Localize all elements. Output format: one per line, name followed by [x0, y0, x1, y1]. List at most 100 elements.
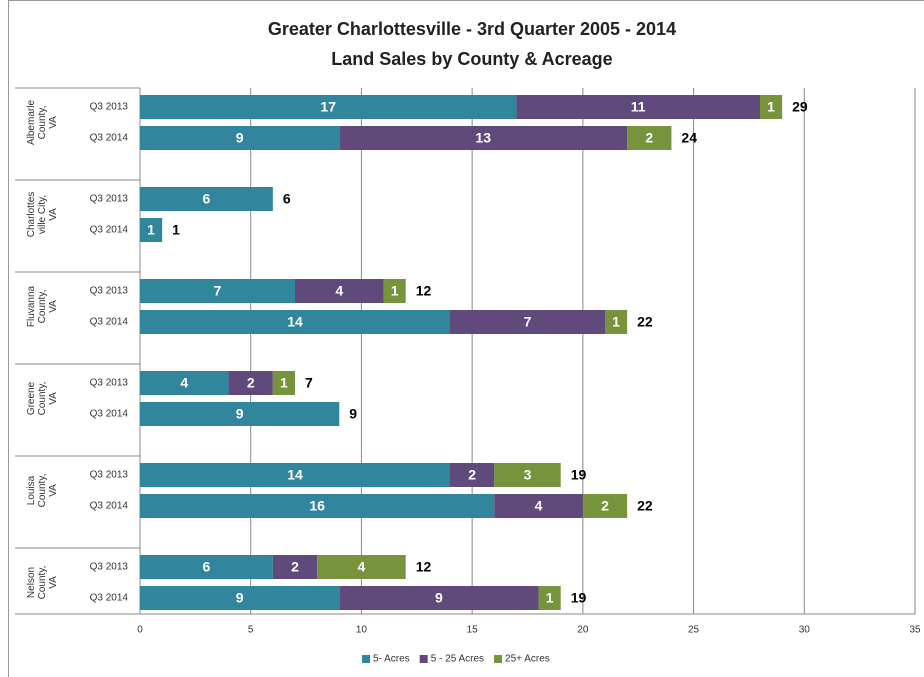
bar-segment	[383, 279, 406, 303]
total-label: 6	[283, 191, 291, 207]
data-label: 7	[524, 314, 532, 330]
total-label: 9	[349, 406, 357, 422]
y-tick-label: Q3 2014	[90, 593, 129, 604]
group-label-line: County,	[37, 566, 48, 600]
bar-segment	[582, 494, 628, 518]
data-label: 3	[524, 467, 532, 483]
bar-segment	[140, 95, 517, 119]
data-label: 4	[358, 559, 366, 575]
bar-segment	[339, 126, 628, 150]
y-tick-label: Q3 2014	[90, 409, 129, 420]
group-label: GreeneCounty,VA	[26, 381, 59, 415]
group-label: Charlottesville City,VA	[26, 192, 59, 238]
bar-segment	[538, 586, 561, 610]
group-label-line: Albemarle	[26, 100, 37, 145]
y-tick-label: Q3 2013	[90, 102, 129, 113]
bar-segment	[516, 95, 760, 119]
bar-segment	[140, 463, 450, 487]
bar-segment	[140, 371, 229, 395]
bar-segment	[140, 218, 163, 242]
data-label: 9	[435, 590, 443, 606]
data-label: 2	[468, 467, 476, 483]
bar-segment	[140, 279, 295, 303]
data-label: 1	[391, 283, 399, 299]
group-label: NelsonCounty,VA	[26, 566, 59, 600]
total-label: 24	[681, 130, 697, 146]
y-tick-label: Q3 2014	[90, 225, 129, 236]
bar-segment	[140, 586, 340, 610]
data-label: 2	[247, 375, 255, 391]
legend-label: 25+ Acres	[505, 654, 550, 665]
bar-segment	[339, 586, 539, 610]
data-label: 9	[236, 130, 244, 146]
group-label-line: Charlottes	[26, 192, 37, 238]
x-tick-label: 0	[137, 625, 143, 636]
group-label-line: ville City,	[37, 195, 48, 234]
bar-segment	[140, 187, 273, 211]
legend-label: 5- Acres	[373, 654, 410, 665]
bar-segment	[140, 494, 495, 518]
x-tick-label: 5	[248, 625, 254, 636]
y-tick-label: Q3 2013	[90, 562, 129, 573]
total-label: 7	[305, 375, 313, 391]
bar-segment	[494, 494, 583, 518]
data-label: 2	[601, 498, 609, 514]
group-label-line: VA	[48, 116, 59, 129]
data-label: 1	[546, 590, 554, 606]
total-label: 19	[571, 590, 587, 606]
y-tick-label: Q3 2013	[90, 470, 129, 481]
data-label: 6	[203, 191, 211, 207]
legend-swatch	[419, 655, 428, 663]
total-label: 29	[792, 99, 808, 115]
legend-swatch	[362, 655, 370, 663]
group-label-line: County,	[37, 474, 48, 508]
bar-segment	[140, 555, 273, 579]
x-tick-label: 30	[799, 625, 811, 636]
bar-segment	[760, 95, 783, 119]
group-label-line: County,	[37, 290, 48, 324]
bar-segment	[228, 371, 273, 395]
total-label: 22	[637, 498, 653, 514]
total-label: 12	[416, 283, 432, 299]
bar-segment	[295, 279, 384, 303]
group-label: AlbemarleCounty,VA	[26, 100, 59, 145]
y-tick-label: Q3 2013	[90, 194, 129, 205]
bar-segment	[140, 402, 340, 426]
bar-segment	[272, 371, 295, 395]
group-label-line: Fluvanna	[26, 285, 37, 327]
total-label: 22	[637, 314, 653, 330]
data-label: 4	[335, 283, 343, 299]
y-tick-label: Q3 2013	[90, 286, 129, 297]
group-label-line: County,	[37, 106, 48, 140]
data-label: 14	[287, 314, 303, 330]
data-label: 11	[631, 99, 646, 115]
group-label-line: VA	[48, 392, 59, 405]
total-label: 1	[172, 222, 180, 238]
chart-subtitle: Land Sales by County & Acreage	[331, 49, 612, 69]
x-tick-label: 35	[909, 625, 921, 636]
data-label: 7	[214, 283, 222, 299]
data-label: 4	[180, 375, 188, 391]
group-label-line: VA	[48, 484, 59, 497]
y-tick-label: Q3 2014	[90, 501, 129, 512]
group-label-line: VA	[48, 300, 59, 313]
bar-segment	[627, 126, 672, 150]
y-tick-label: Q3 2014	[90, 317, 129, 328]
data-label: 14	[287, 467, 303, 483]
data-label: 17	[320, 99, 336, 115]
bar-segment	[450, 463, 495, 487]
group-label-line: Greene	[26, 381, 37, 415]
bar-segment	[140, 126, 340, 150]
bar-segment	[450, 310, 605, 334]
data-label: 9	[236, 590, 244, 606]
x-tick-label: 10	[356, 625, 368, 636]
data-label: 13	[475, 130, 491, 146]
chart-title: Greater Charlottesville - 3rd Quarter 20…	[268, 19, 676, 39]
group-label-line: Nelson	[26, 567, 37, 598]
data-label: 4	[535, 498, 543, 514]
legend-swatch	[494, 655, 503, 663]
bar-segment	[317, 555, 406, 579]
data-label: 9	[236, 406, 244, 422]
y-tick-label: Q3 2014	[90, 133, 129, 144]
